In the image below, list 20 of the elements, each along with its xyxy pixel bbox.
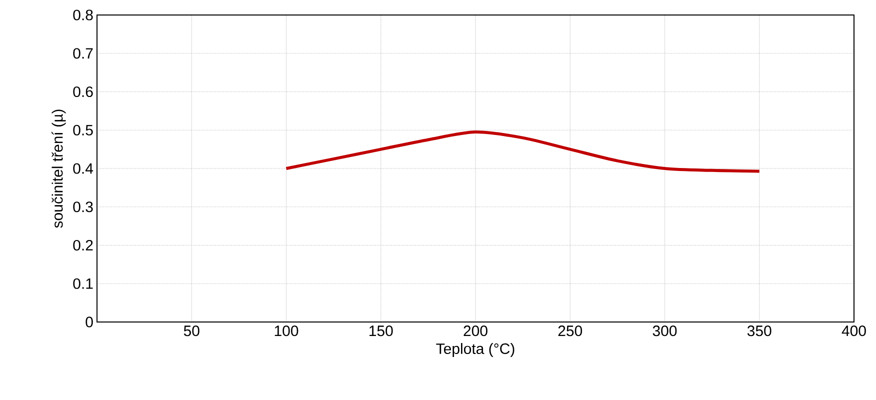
y-tick-label: 0.4	[73, 163, 94, 174]
y-tick-label: 0.6	[73, 86, 93, 98]
y-tick-label: 0.2	[73, 240, 93, 251]
x-tick-label: 350	[747, 326, 772, 336]
y-tick-label: 0.5	[73, 124, 93, 136]
x-tick-label: 100	[274, 326, 298, 336]
x-tick-label: 300	[652, 326, 677, 336]
line-series	[284, 130, 761, 173]
y-tick-label: 0.7	[73, 48, 93, 59]
x-tick-label: 50	[184, 326, 200, 336]
x-tick-label: 400	[842, 326, 866, 336]
x-axis-title: Teplota (°C)	[436, 343, 514, 357]
x-tick-label: 150	[370, 326, 393, 336]
y-tick-label: 0.1	[73, 278, 93, 289]
x-tick-label: 250	[558, 326, 582, 336]
y-tick-label: 0	[86, 316, 93, 328]
x-tick-label: 200	[464, 326, 488, 336]
y-axis-title: součinitel tření (µ)	[52, 110, 66, 228]
y-tick-label: 0.8	[73, 10, 93, 20]
y-tick-label: 0.3	[73, 202, 93, 212]
